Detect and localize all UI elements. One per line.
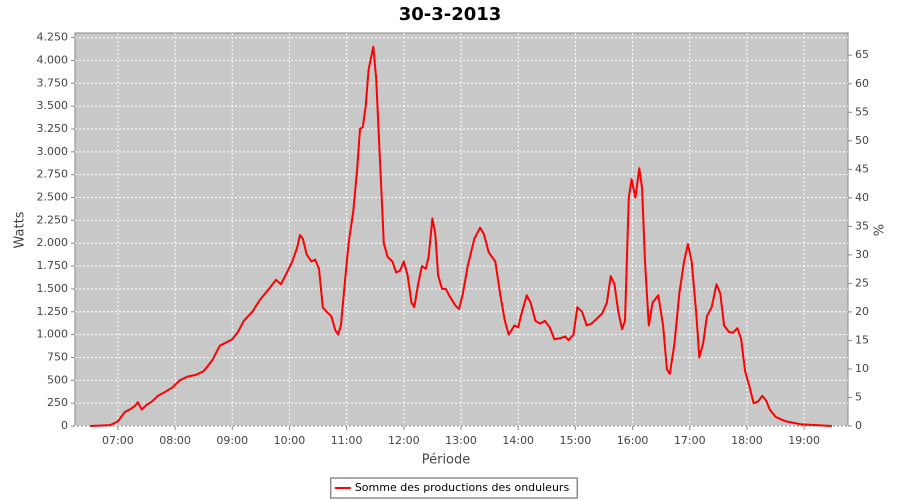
y-tick-label: 1.750 [37,259,69,272]
y-tick-label: 750 [47,350,68,363]
x-tick-label: 17:00 [674,434,706,447]
y2-tick-label: 0 [855,419,862,432]
y-tick-label: 3.250 [37,122,69,135]
x-tick-label: 10:00 [274,434,306,447]
x-tick-label: 11:00 [331,434,363,447]
x-tick-label: 15:00 [560,434,592,447]
y-tick-label: 2.250 [37,213,69,226]
y-tick-label: 3.750 [37,76,69,89]
chart-title: 30-3-2013 [399,4,502,25]
y-tick-label: 4.000 [37,53,69,66]
x-tick-label: 14:00 [502,434,534,447]
data-line [90,45,832,427]
y-tick-label: 0 [61,419,68,432]
x-tick-label: 07:00 [102,434,134,447]
x-tick-label: 09:00 [216,434,248,447]
x-tick-label: 18:00 [731,434,763,447]
y2-tick-label: 10 [855,362,869,375]
y-tick-label: 1.500 [37,282,69,295]
y2-tick-label: 65 [855,48,869,61]
y2-tick-label: 5 [855,390,862,403]
y2-tick-label: 30 [855,248,869,261]
y2-tick-label: 40 [855,191,869,204]
y-tick-label: 3.000 [37,145,69,158]
y-tick-label: 4.250 [37,31,69,44]
y-tick-label: 2.750 [37,168,69,181]
x-tick-label: 08:00 [159,434,191,447]
y2-tick-label: 45 [855,162,869,175]
y-tick-label: 1.250 [37,305,69,318]
y-tick-label: 3.500 [37,99,69,112]
x-tick-label: 16:00 [617,434,649,447]
y2-tick-label: 35 [855,219,869,232]
legend: Somme des productions des onduleurs [330,477,578,499]
x-axis-label: Période [422,453,471,468]
y-tick-label: 500 [47,373,68,386]
y-tick-label: 2.500 [37,191,69,204]
legend-box [330,477,578,499]
legend-label: Somme des productions des onduleurs [355,481,570,494]
x-tick-label: 12:00 [388,434,420,447]
x-tick-label: 19:00 [788,434,820,447]
y2-axis-label: % [873,224,888,236]
y2-tick-label: 20 [855,305,869,318]
y-tick-label: 1.000 [37,328,69,341]
y2-tick-label: 25 [855,276,869,289]
x-tick-label: 13:00 [445,434,477,447]
y-tick-label: 250 [47,396,68,409]
y2-tick-label: 60 [855,77,869,90]
y2-tick-label: 55 [855,105,869,118]
y2-tick-label: 50 [855,134,869,147]
y-tick-label: 2.000 [37,236,69,249]
y-axis-label: Watts [13,211,28,248]
y2-tick-label: 15 [855,333,869,346]
